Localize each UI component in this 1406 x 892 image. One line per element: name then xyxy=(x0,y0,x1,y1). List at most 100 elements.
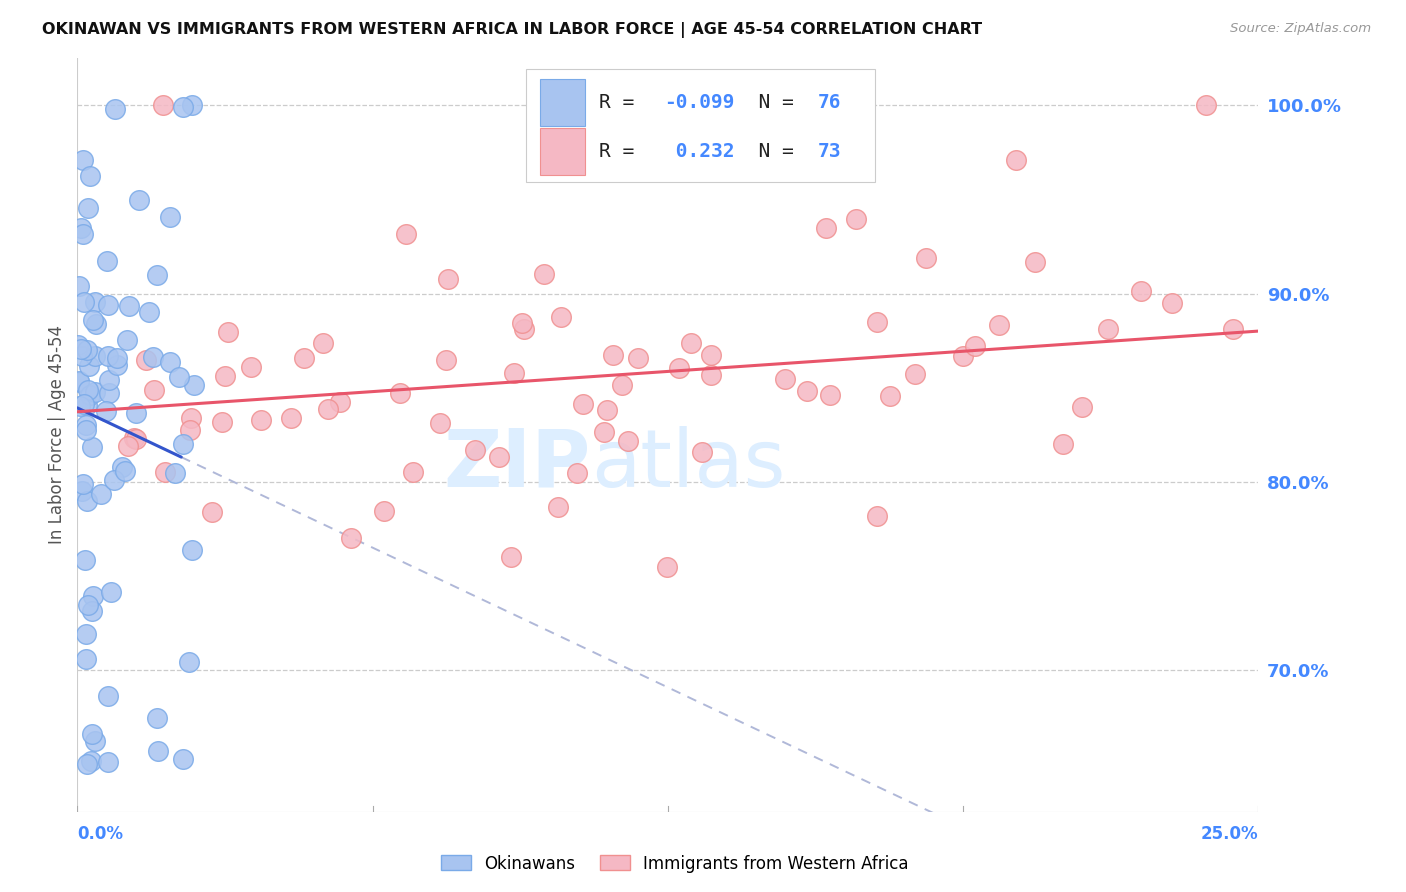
Point xyxy=(1005,153,1028,168)
Point xyxy=(464,442,486,457)
Point xyxy=(180,411,202,425)
Point xyxy=(103,473,125,487)
Point xyxy=(814,221,837,235)
Point xyxy=(1071,400,1094,414)
Text: R =: R = xyxy=(599,142,647,161)
Point xyxy=(292,351,315,365)
Point xyxy=(146,711,169,725)
Point xyxy=(866,315,889,329)
Point xyxy=(76,398,98,412)
Point xyxy=(329,394,352,409)
Point xyxy=(75,627,97,641)
Point xyxy=(668,361,690,376)
Text: 73: 73 xyxy=(818,142,841,161)
Point xyxy=(250,413,273,427)
Point xyxy=(1161,295,1184,310)
Point xyxy=(240,360,263,375)
Point xyxy=(98,386,121,401)
Point xyxy=(72,227,94,241)
Text: N =: N = xyxy=(735,93,806,112)
Point xyxy=(340,532,363,546)
Point xyxy=(155,466,177,480)
Point xyxy=(128,194,150,208)
Text: 0.232: 0.232 xyxy=(664,142,735,161)
Point xyxy=(700,368,723,383)
Point xyxy=(987,318,1010,332)
Point xyxy=(503,366,526,380)
Point xyxy=(211,415,233,429)
Point xyxy=(1222,321,1244,335)
Point xyxy=(436,271,458,285)
Point xyxy=(70,342,93,356)
Point xyxy=(595,403,617,417)
Point xyxy=(76,343,98,357)
Point xyxy=(75,418,97,433)
Point xyxy=(952,349,974,363)
Point xyxy=(373,504,395,518)
Point xyxy=(67,376,90,390)
FancyBboxPatch shape xyxy=(540,128,585,175)
Point xyxy=(1130,285,1153,299)
Point xyxy=(280,410,302,425)
Point xyxy=(98,373,121,387)
Point xyxy=(96,254,118,268)
Point xyxy=(97,349,120,363)
Text: OKINAWAN VS IMMIGRANTS FROM WESTERN AFRICA IN LABOR FORCE | AGE 45-54 CORRELATIO: OKINAWAN VS IMMIGRANTS FROM WESTERN AFRI… xyxy=(42,22,983,38)
Point xyxy=(512,322,534,336)
Point xyxy=(163,467,186,481)
Point xyxy=(159,355,181,369)
Point xyxy=(879,388,901,402)
Legend: Okinawans, Immigrants from Western Africa: Okinawans, Immigrants from Western Afric… xyxy=(434,848,915,880)
Point xyxy=(76,201,98,215)
Text: 76: 76 xyxy=(818,93,841,112)
Point xyxy=(97,689,120,703)
Point xyxy=(965,339,987,353)
FancyBboxPatch shape xyxy=(526,70,875,182)
Point xyxy=(80,754,103,768)
FancyBboxPatch shape xyxy=(540,79,585,126)
Text: 25.0%: 25.0% xyxy=(1201,825,1258,843)
Point xyxy=(904,368,927,382)
Point xyxy=(547,500,569,514)
Point xyxy=(572,397,595,411)
Point xyxy=(172,752,194,766)
Point xyxy=(179,656,201,670)
Point xyxy=(1097,322,1119,336)
Point xyxy=(66,338,89,352)
Point xyxy=(73,295,96,310)
Point xyxy=(72,483,94,498)
Point xyxy=(172,437,194,451)
Point xyxy=(180,543,202,558)
Point xyxy=(657,559,679,574)
Point xyxy=(77,359,100,374)
Point xyxy=(83,295,105,310)
Point xyxy=(172,100,194,114)
Point xyxy=(73,553,96,567)
Point xyxy=(488,450,510,465)
Point xyxy=(845,211,868,226)
Point xyxy=(699,348,721,362)
Point xyxy=(499,550,522,565)
Point xyxy=(80,727,103,741)
Point xyxy=(865,508,887,523)
Point xyxy=(138,305,160,319)
Point xyxy=(105,358,128,372)
Point xyxy=(84,349,107,363)
Point xyxy=(146,268,169,283)
Point xyxy=(167,369,190,384)
Point xyxy=(72,153,94,168)
Point xyxy=(80,440,103,454)
Y-axis label: In Labor Force | Age 45-54: In Labor Force | Age 45-54 xyxy=(48,326,66,544)
Point xyxy=(77,599,100,613)
Point xyxy=(159,210,181,224)
Point xyxy=(146,744,169,758)
Point xyxy=(914,251,936,265)
Point xyxy=(111,460,134,475)
Point xyxy=(76,383,98,397)
Text: N =: N = xyxy=(735,142,806,161)
Text: 0.0%: 0.0% xyxy=(77,825,124,843)
Point xyxy=(70,221,93,235)
Point xyxy=(179,423,201,437)
Point xyxy=(1024,255,1046,269)
Point xyxy=(311,335,333,350)
